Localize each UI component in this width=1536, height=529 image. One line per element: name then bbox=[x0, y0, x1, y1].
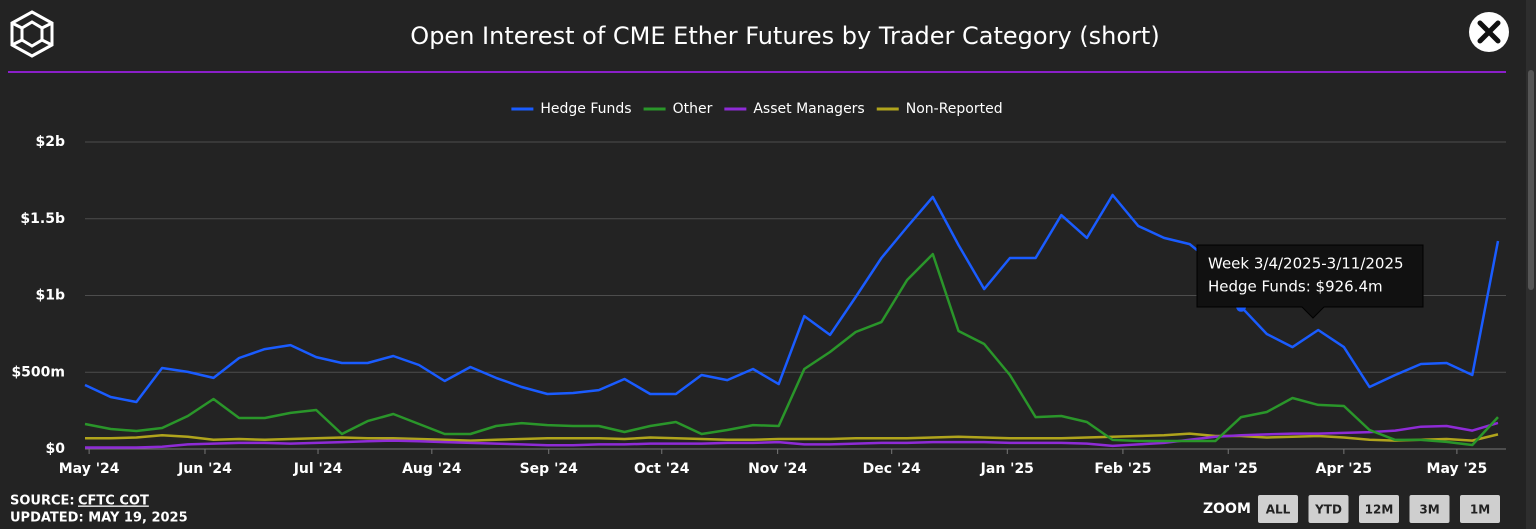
legend-item[interactable]: Hedge Funds bbox=[511, 101, 632, 117]
source-link[interactable]: CFTC COT bbox=[78, 494, 149, 509]
chart-title: Open Interest of CME Ether Futures by Tr… bbox=[410, 22, 1159, 50]
zoom-button-label: ALL bbox=[1266, 503, 1291, 517]
legend-label: Non-Reported bbox=[906, 101, 1003, 117]
zoom-button[interactable]: 12M bbox=[1359, 495, 1399, 523]
zoom-button-label: 3M bbox=[1419, 503, 1439, 517]
x-tick-label: Jan '25 bbox=[980, 461, 1034, 477]
zoom-button-label: YTD bbox=[1314, 503, 1342, 517]
legend-label: Asset Managers bbox=[753, 101, 864, 117]
scroll-thumb[interactable] bbox=[1528, 70, 1534, 290]
zoom-button-bg bbox=[1308, 495, 1349, 523]
x-tick-label: Nov '24 bbox=[748, 461, 807, 477]
y-tick-label: $1.5b bbox=[20, 211, 65, 227]
x-tick-label: Mar '25 bbox=[1199, 461, 1258, 477]
legend-item[interactable]: Non-Reported bbox=[876, 101, 1003, 117]
close-button[interactable] bbox=[1469, 12, 1509, 52]
legend-item[interactable]: Asset Managers bbox=[724, 101, 865, 117]
zoom-button-bg bbox=[1258, 495, 1298, 523]
zoom-button[interactable]: ALL bbox=[1258, 495, 1298, 523]
zoom-button[interactable]: 3M bbox=[1409, 495, 1450, 523]
x-tick-label: Feb '25 bbox=[1094, 461, 1151, 477]
x-tick-label: Apr '25 bbox=[1316, 461, 1372, 477]
tooltip-label: Hedge Funds: $926.4m bbox=[1208, 278, 1383, 296]
series-line bbox=[85, 421, 1499, 449]
zoom-button-bg bbox=[1409, 495, 1450, 523]
y-tick-label: $2b bbox=[35, 134, 65, 150]
series-line bbox=[84, 252, 1499, 447]
zoom-button[interactable]: 1M bbox=[1460, 495, 1500, 523]
legend-label: Hedge Funds bbox=[540, 101, 631, 117]
source-label: SOURCE: bbox=[10, 494, 75, 509]
y-tick-label: $0 bbox=[46, 441, 66, 457]
x-tick-label: Aug '24 bbox=[402, 461, 462, 477]
x-tick-label: May '25 bbox=[1427, 461, 1488, 477]
logo[interactable] bbox=[10, 10, 54, 58]
y-tick-label: $500m bbox=[11, 364, 65, 380]
legend-item[interactable]: Other bbox=[643, 101, 713, 117]
x-tick-label: Jul '24 bbox=[293, 461, 343, 477]
x-tick-label: Jun '24 bbox=[177, 461, 232, 477]
zoom-button[interactable]: YTD bbox=[1308, 495, 1349, 523]
updated: UPDATED: MAY 19, 2025 bbox=[10, 511, 188, 526]
x-tick-label: Dec '24 bbox=[863, 461, 921, 477]
x-tick-label: May '24 bbox=[59, 461, 120, 477]
x-tick-label: Oct '24 bbox=[634, 461, 690, 477]
series-line bbox=[84, 193, 1500, 404]
x-tick-label: Sep '24 bbox=[520, 461, 579, 477]
zoom-button-bg bbox=[1460, 495, 1500, 523]
tooltip-title: Week 3/4/2025-3/11/2025 bbox=[1208, 255, 1404, 273]
zoom-button-bg bbox=[1359, 495, 1399, 523]
zoom-label: ZOOM bbox=[1203, 501, 1251, 517]
legend-label: Other bbox=[673, 101, 713, 117]
y-tick-label: $1b bbox=[35, 288, 65, 304]
zoom-button-label: 12M bbox=[1365, 503, 1394, 517]
tooltip-box bbox=[1196, 244, 1424, 319]
zoom-button-label: 1M bbox=[1470, 503, 1490, 517]
series-line bbox=[85, 432, 1499, 442]
tooltip: Week 3/4/2025-3/11/2025 Hedge Funds: $926… bbox=[1196, 244, 1424, 319]
